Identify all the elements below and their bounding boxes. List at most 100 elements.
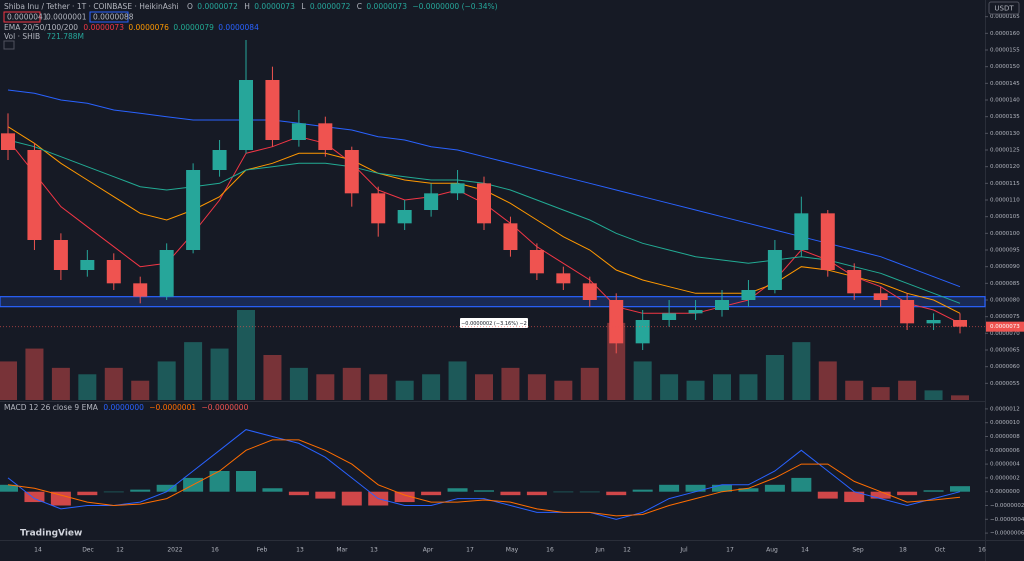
macd-legend-value: 0.0000000 bbox=[103, 403, 144, 412]
currency[interactable]: USDT bbox=[994, 5, 1014, 13]
volume-bar bbox=[316, 374, 335, 400]
volume-bar bbox=[25, 348, 44, 400]
change: −0.0000000 (−0.34%) bbox=[412, 2, 497, 11]
x-tick-label: 16 bbox=[211, 547, 219, 554]
y-tick-label: 0.0000002 bbox=[990, 475, 1020, 481]
macd-histogram-bar bbox=[421, 491, 442, 496]
y-tick-label: 0.0000095 bbox=[990, 248, 1020, 254]
ohlc-value: 0.0000073 bbox=[366, 2, 407, 11]
x-tick-label: 14 bbox=[801, 547, 809, 554]
x-tick-label: 2022 bbox=[167, 547, 182, 554]
macd-histogram-bar bbox=[500, 491, 521, 496]
x-tick-label: 17 bbox=[466, 547, 474, 554]
macd-histogram-bar bbox=[77, 491, 98, 496]
x-tick-label: Sep bbox=[852, 547, 864, 554]
price-box-label[interactable]: 0.0000041 bbox=[7, 13, 48, 22]
y-tick-label: −0.0000006 bbox=[990, 531, 1024, 537]
macd-histogram-bar bbox=[791, 477, 812, 492]
candle-body bbox=[662, 313, 677, 320]
ohlc-value: 0.0000072 bbox=[197, 2, 238, 11]
macd-legend-value: −0.0000000 bbox=[202, 403, 249, 412]
currency-box[interactable] bbox=[988, 1, 1020, 15]
y-tick-label: 0.0000160 bbox=[990, 31, 1020, 37]
price-box-label: 0.0000001 bbox=[46, 13, 87, 22]
macd-histogram-bar bbox=[236, 471, 256, 492]
volume-bar bbox=[289, 367, 308, 400]
candle-body bbox=[741, 290, 756, 300]
macd-legend-value: −0.0000001 bbox=[149, 403, 196, 412]
candle-body bbox=[847, 270, 862, 294]
candle-body bbox=[635, 320, 650, 344]
price-box-label[interactable]: 0.0000088 bbox=[93, 13, 134, 22]
ema-value: 0.0000084 bbox=[218, 23, 259, 32]
volume-bar bbox=[0, 361, 17, 400]
candle-body bbox=[794, 213, 809, 250]
volume-bar bbox=[660, 374, 679, 400]
y-tick-label: 0.0000150 bbox=[990, 64, 1020, 70]
candle-body bbox=[953, 320, 967, 327]
macd-histogram-bar bbox=[341, 491, 362, 506]
x-tick-label: 18 bbox=[899, 547, 907, 554]
y-tick-label: 0.0000110 bbox=[990, 198, 1020, 204]
volume-bar bbox=[713, 374, 731, 400]
candle-body bbox=[556, 273, 571, 284]
y-tick-label: 0.0000055 bbox=[990, 381, 1020, 387]
header-line: Shiba Inu / Tether · 1T · COINBASE · Hei… bbox=[4, 2, 498, 11]
y-tick-label: 0.0000120 bbox=[990, 164, 1020, 170]
candle-body bbox=[80, 260, 95, 270]
candle-body bbox=[1, 133, 15, 150]
x-tick-label: 12 bbox=[623, 547, 631, 554]
macd-histogram-bar bbox=[738, 488, 759, 492]
indicator-line: EMA 20/50/100/200 0.0000073 0.0000076 0.… bbox=[4, 23, 259, 32]
y-tick-label: 0.0000006 bbox=[990, 448, 1020, 454]
candle-body bbox=[477, 183, 491, 224]
candle-body bbox=[767, 250, 782, 290]
candle-body bbox=[318, 123, 333, 150]
candle-body bbox=[159, 250, 174, 297]
x-tick-label: 13 bbox=[296, 547, 304, 554]
collapse-button[interactable] bbox=[3, 40, 15, 50]
y-tick-label: 0.0000115 bbox=[990, 181, 1020, 187]
symbol-title: Shiba Inu / Tether · 1T · COINBASE · Hei… bbox=[4, 2, 179, 11]
macd-histogram-bar bbox=[950, 486, 970, 492]
volume-bar bbox=[210, 348, 229, 400]
x-tick-label: 16 bbox=[978, 547, 986, 554]
volume-bar bbox=[78, 374, 97, 400]
x-tick-label: Mar bbox=[336, 547, 348, 554]
volume-label: Vol · SHIB bbox=[4, 32, 40, 41]
price-box[interactable] bbox=[3, 11, 41, 23]
volume-bar bbox=[237, 310, 255, 400]
macd-legend: MACD 12 26 close 9 EMA 0.0000000 −0.0000… bbox=[4, 403, 249, 412]
x-tick-label: Aug bbox=[766, 547, 778, 554]
y-tick-label: 0.0000140 bbox=[990, 98, 1020, 104]
macd-histogram-bar bbox=[632, 489, 653, 492]
candle-body bbox=[688, 310, 703, 314]
volume-bar bbox=[898, 380, 917, 400]
volume-bar bbox=[818, 361, 837, 400]
candle-body bbox=[609, 300, 624, 344]
candle-body bbox=[397, 210, 412, 224]
candle-body bbox=[529, 250, 544, 274]
y-tick-label: 0.0000065 bbox=[990, 348, 1020, 354]
macd-histogram-bar bbox=[606, 491, 627, 496]
x-tick-label: Oct bbox=[935, 547, 946, 554]
volume-line: Vol · SHIB 721.788M bbox=[4, 32, 84, 41]
candle-body bbox=[450, 183, 465, 194]
macd-histogram-bar bbox=[526, 491, 547, 496]
candle-body bbox=[344, 150, 359, 194]
volume-bar bbox=[792, 342, 811, 400]
x-tick-label: May bbox=[506, 547, 519, 554]
macd-histogram-bar bbox=[130, 489, 151, 492]
ema-value: 0.0000076 bbox=[128, 23, 169, 32]
volume-bar bbox=[184, 342, 203, 400]
price-box[interactable] bbox=[89, 11, 129, 23]
last-price-box bbox=[986, 321, 1024, 332]
volume-bar bbox=[342, 367, 361, 400]
x-tick-label: Jun bbox=[594, 547, 605, 554]
y-tick-label: 0.0000135 bbox=[990, 114, 1020, 120]
volume-bar bbox=[157, 361, 176, 400]
candle-body bbox=[503, 223, 518, 250]
volume-bar bbox=[739, 374, 758, 400]
macd-histogram-bar bbox=[553, 491, 574, 493]
